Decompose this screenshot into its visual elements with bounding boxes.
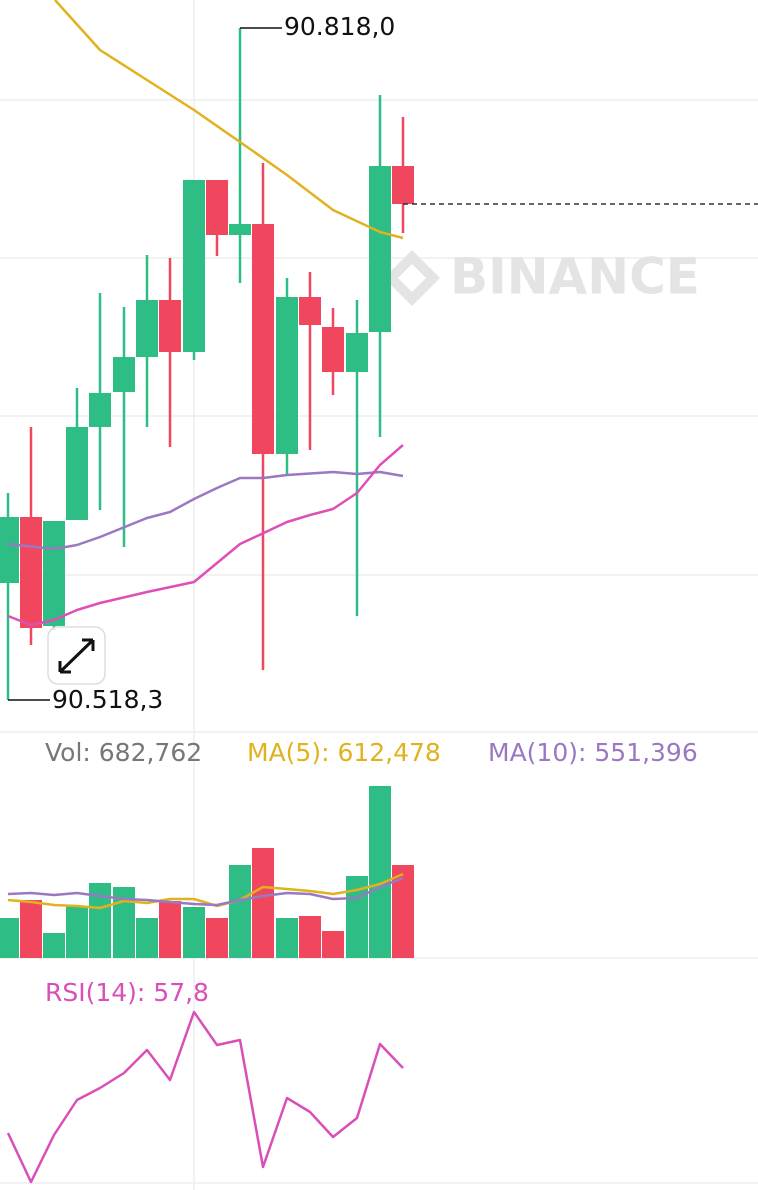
candle-body bbox=[276, 297, 298, 454]
volume-bar bbox=[113, 887, 135, 958]
ma-line bbox=[54, 0, 404, 240]
vol-ma-line bbox=[7, 872, 404, 910]
volume-bar bbox=[136, 918, 158, 958]
candle-body bbox=[43, 521, 65, 626]
vol-ma10-legend: MA(10): 551,396 bbox=[488, 738, 698, 767]
candle-body bbox=[136, 300, 158, 357]
volume-bar bbox=[43, 933, 65, 958]
expand-icon[interactable] bbox=[58, 638, 95, 674]
candle-body bbox=[229, 224, 251, 235]
volume-bar bbox=[20, 900, 42, 958]
ma-line bbox=[7, 470, 404, 551]
vol-ma5-legend: MA(5): 612,478 bbox=[247, 738, 441, 767]
volume-bar bbox=[252, 848, 274, 958]
vol-legend: Vol: 682,762 bbox=[45, 738, 202, 767]
candle-body bbox=[159, 300, 181, 352]
candle-body bbox=[392, 166, 414, 204]
candle-body bbox=[252, 224, 274, 454]
candle-body bbox=[369, 166, 391, 332]
candle-body bbox=[346, 333, 368, 372]
candles bbox=[0, 0, 414, 1184]
watermark-text: BINANCE bbox=[450, 248, 700, 306]
high-label: 90.818,0 bbox=[284, 12, 395, 41]
rsi-legend: RSI(14): 57,8 bbox=[45, 978, 209, 1007]
volume-bar bbox=[276, 918, 298, 958]
vol-ma-line bbox=[7, 876, 404, 907]
volume-bar bbox=[0, 918, 19, 958]
volume-bar bbox=[369, 786, 391, 958]
watermark-logo bbox=[384, 250, 440, 306]
volume-bar bbox=[299, 916, 321, 958]
candle-body bbox=[20, 517, 42, 628]
expand-button[interactable] bbox=[47, 626, 106, 685]
candle-body bbox=[299, 297, 321, 325]
volume-bar bbox=[159, 901, 181, 958]
volume-bar bbox=[322, 931, 344, 958]
watermark: BINANCE bbox=[384, 248, 700, 306]
volume-bar bbox=[66, 906, 88, 958]
candle-body bbox=[183, 180, 205, 352]
low-label: 90.518,3 bbox=[52, 685, 163, 714]
volume-bar bbox=[89, 883, 111, 958]
candle-body bbox=[66, 427, 88, 520]
candle-body bbox=[0, 517, 19, 583]
candle-body bbox=[206, 180, 228, 235]
volume-bar bbox=[183, 907, 205, 958]
ma-line bbox=[7, 444, 404, 627]
candle-body bbox=[89, 393, 111, 427]
volume-bar bbox=[229, 865, 251, 958]
rsi-line bbox=[6, 1010, 404, 1184]
candle-body bbox=[113, 357, 135, 392]
volume-bar bbox=[392, 865, 414, 958]
volume-bar bbox=[206, 918, 228, 958]
candle-body bbox=[322, 327, 344, 372]
